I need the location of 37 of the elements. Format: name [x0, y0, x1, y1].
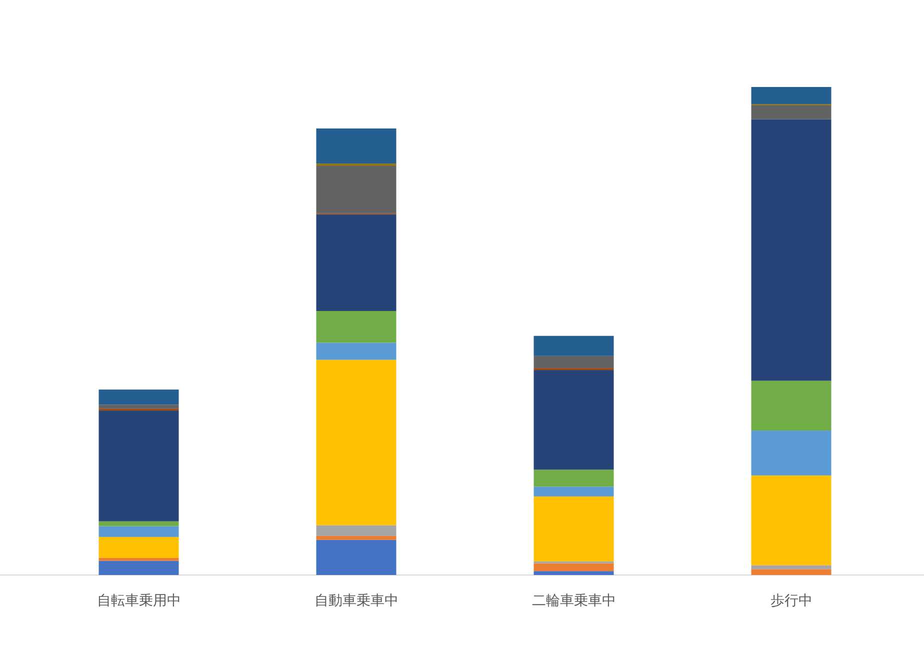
bar: [316, 540, 396, 575]
bar: [98, 410, 179, 522]
bar: [751, 119, 832, 381]
bar: [316, 214, 396, 311]
bar: [316, 525, 396, 536]
bar: [98, 390, 179, 405]
bar: [98, 558, 179, 561]
x-tick-label: 歩行中: [770, 593, 812, 609]
bar: [751, 430, 832, 476]
bar: [534, 356, 614, 368]
bar: [316, 128, 396, 164]
bar: [98, 560, 179, 575]
bar: [751, 380, 832, 431]
bar: [316, 536, 396, 540]
bar: [316, 342, 396, 360]
bar: [316, 360, 396, 526]
bar: [751, 87, 832, 104]
bar: [534, 563, 614, 572]
bar: [751, 565, 832, 570]
x-tick-label: 自転車乗用中: [96, 593, 181, 609]
bar: [534, 336, 614, 356]
bar: [316, 310, 396, 343]
x-tick-label: 自動車乗車中: [314, 593, 398, 609]
bar: [534, 470, 614, 487]
bar: [98, 536, 179, 558]
bar: [534, 486, 614, 496]
bar: [98, 404, 179, 409]
bar: [751, 569, 832, 575]
bar: [534, 571, 614, 575]
bar: [534, 370, 614, 470]
bar: [751, 475, 832, 566]
bar: [751, 105, 832, 120]
bar: [98, 521, 179, 526]
x-tick-label: 二輪車乗車中: [532, 593, 616, 609]
bar: [534, 496, 614, 562]
bar: [98, 526, 179, 537]
bar: [316, 166, 396, 214]
